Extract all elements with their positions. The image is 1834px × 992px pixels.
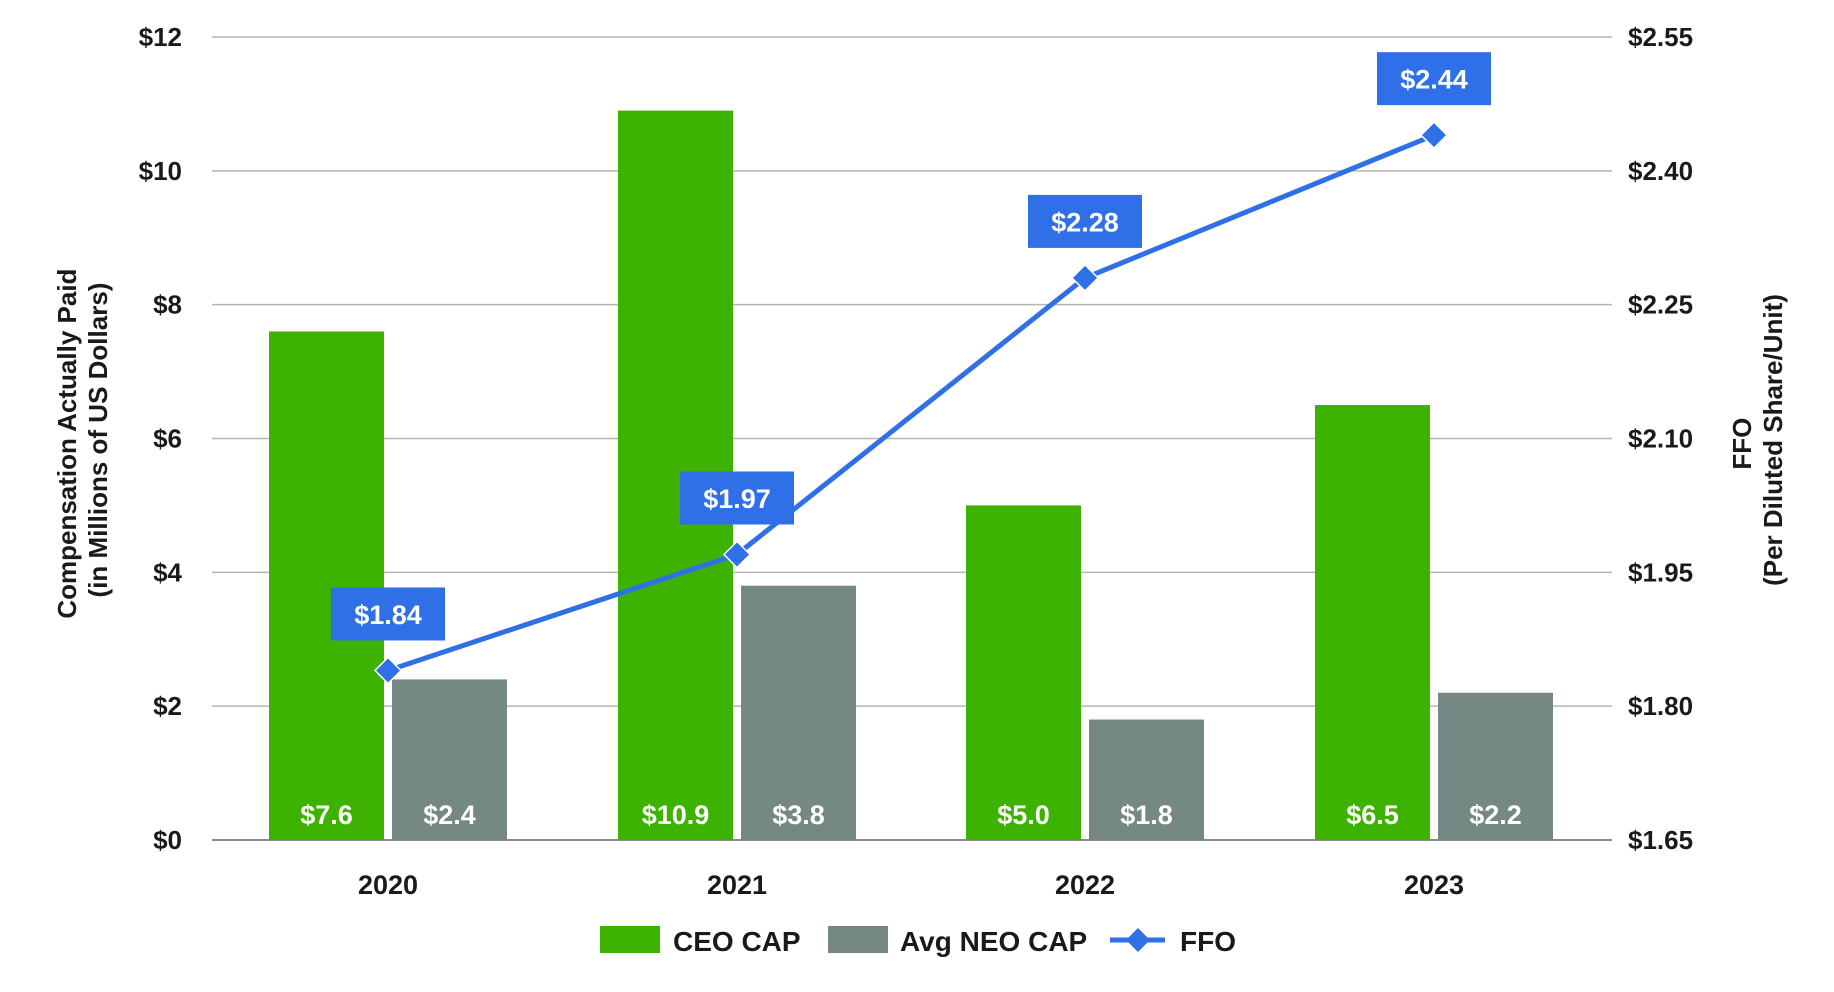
ffo-marker-2021	[722, 540, 752, 569]
right-tick-label: $1.95	[1628, 557, 1693, 587]
bars	[269, 110, 1553, 840]
x-axis-categories: 2020 2021 2022 2023	[358, 870, 1464, 900]
bar-label-ceo-cap-2021: $10.9	[642, 800, 710, 830]
ffo-label-2022: $2.28	[1051, 207, 1119, 237]
right-tick-label: $2.10	[1628, 424, 1693, 454]
ffo-label-box-2021	[680, 471, 794, 525]
bar-avg-neo-cap-2022	[1089, 719, 1204, 840]
ffo-marker-2023	[1419, 121, 1449, 150]
left-tick-label: $6	[153, 424, 182, 454]
ffo-label-2020: $1.84	[354, 600, 422, 630]
category-label-2021: 2021	[707, 870, 767, 900]
left-tick-label: $4	[153, 557, 182, 587]
left-tick-label: $2	[153, 691, 182, 721]
bar-label-avg-neo-cap-2022: $1.8	[1120, 800, 1173, 830]
right-axis-ticks: $1.65 $1.80 $1.95 $2.10 $2.25 $2.40 $2.55	[1628, 22, 1693, 855]
ffo-label-2021: $1.97	[703, 484, 771, 514]
legend-swatch-ceo-cap	[600, 926, 660, 953]
left-axis-ticks: $0 $2 $4 $6 $8 $10 $12	[139, 22, 183, 855]
ffo-marker-2022	[1070, 263, 1100, 292]
category-label-2022: 2022	[1055, 870, 1115, 900]
left-tick-label: $10	[139, 156, 182, 186]
right-tick-label: $1.80	[1628, 691, 1693, 721]
bar-label-avg-neo-cap-2021: $3.8	[772, 800, 825, 830]
left-tick-label: $12	[139, 22, 182, 52]
left-axis-title: Compensation Actually Paid (in Millions …	[52, 261, 113, 618]
ffo-marker-2020	[373, 656, 403, 685]
right-tick-label: $2.25	[1628, 290, 1693, 320]
left-tick-label: $0	[153, 825, 182, 855]
category-label-2023: 2023	[1404, 870, 1464, 900]
bar-avg-neo-cap-2023	[1438, 692, 1553, 840]
legend-swatch-avg-neo-cap	[828, 926, 888, 953]
ffo-label-box-2022	[1028, 194, 1142, 248]
bar-labels: $7.6 $2.4 $10.9 $3.8 $5.0 $1.8 $6.5 $2.2	[300, 800, 1522, 830]
category-label-2020: 2020	[358, 870, 418, 900]
right-tick-label: $2.55	[1628, 22, 1693, 52]
ffo-data-labels: $1.84 $1.97 $2.28 $2.44	[331, 52, 1491, 641]
bar-label-ceo-cap-2020: $7.6	[300, 800, 353, 830]
legend-label-ffo: FFO	[1180, 926, 1236, 957]
bar-ceo-cap-2023	[1315, 405, 1430, 840]
ffo-line	[387, 132, 1435, 673]
left-tick-label: $8	[153, 290, 182, 320]
bar-label-ceo-cap-2023: $6.5	[1346, 800, 1399, 830]
ffo-label-box-2020	[331, 587, 445, 641]
right-axis-title: FFO (Per Diluted Share/Unit)	[1727, 294, 1788, 586]
ffo-label-box-2023	[1377, 52, 1491, 106]
bar-avg-neo-cap-2021	[741, 585, 856, 840]
ffo-line-series	[373, 121, 1449, 685]
legend-label-avg-neo-cap: Avg NEO CAP	[900, 926, 1087, 957]
right-tick-label: $2.40	[1628, 156, 1693, 186]
right-tick-label: $1.65	[1628, 825, 1693, 855]
legend-swatch-ffo-marker	[1126, 928, 1150, 952]
bar-label-avg-neo-cap-2023: $2.2	[1469, 800, 1522, 830]
legend-label-ceo-cap: CEO CAP	[673, 926, 801, 957]
legend: CEO CAP Avg NEO CAP FFO	[600, 926, 1236, 957]
bar-label-ceo-cap-2022: $5.0	[997, 800, 1050, 830]
bar-ceo-cap-2020	[269, 331, 384, 840]
bar-label-avg-neo-cap-2020: $2.4	[423, 800, 476, 830]
bar-avg-neo-cap-2020	[392, 679, 507, 840]
bar-ceo-cap-2022	[966, 505, 1081, 840]
ffo-label-2023: $2.44	[1400, 65, 1468, 95]
